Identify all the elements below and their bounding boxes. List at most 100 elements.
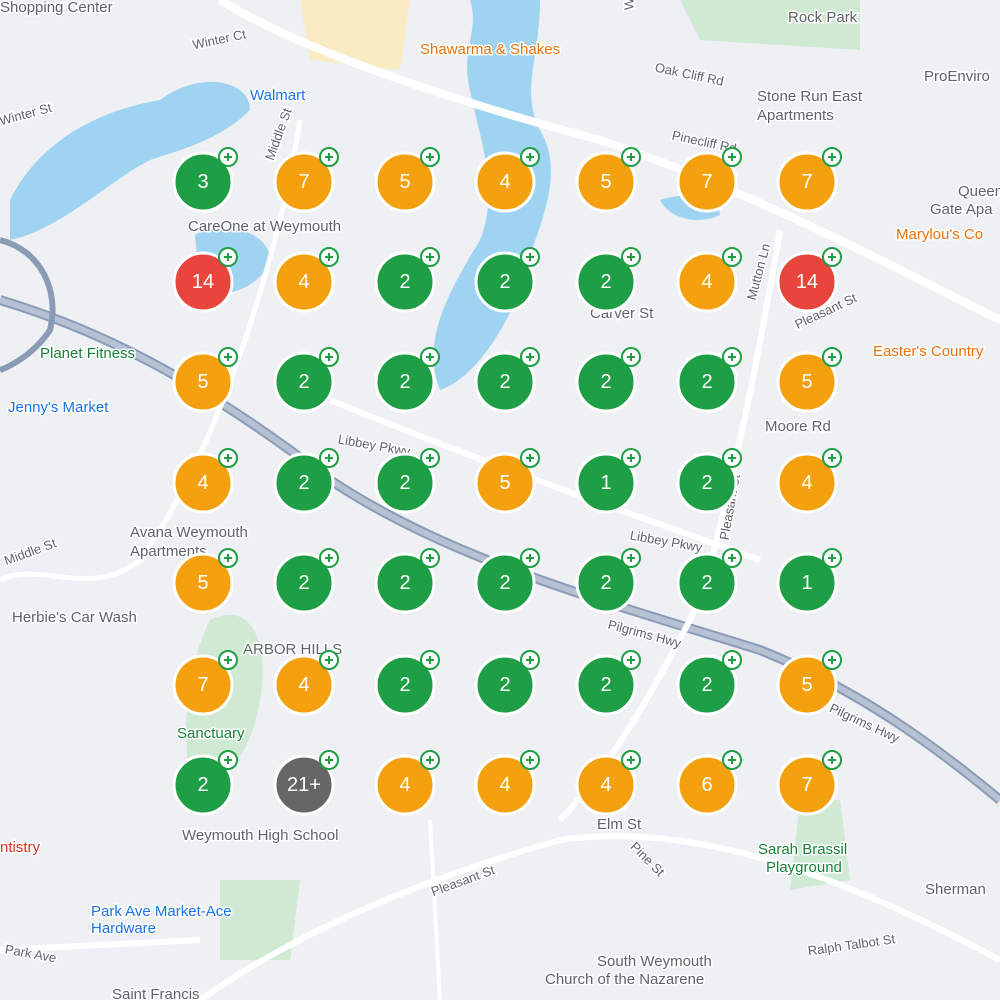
- cluster-marker[interactable]: 2: [575, 548, 641, 614]
- cluster-count: 5: [801, 371, 812, 393]
- map-label: Sherman: [925, 881, 986, 898]
- map-label: ntistry: [0, 839, 41, 856]
- cluster-badge-plus: [728, 153, 736, 161]
- cluster-marker[interactable]: 2: [374, 650, 440, 716]
- cluster-badge-plus: [728, 756, 736, 764]
- cluster-marker[interactable]: 7: [676, 147, 742, 213]
- cluster-circle: [474, 151, 536, 213]
- cluster-badge-plus: [728, 253, 736, 261]
- cluster-circle: [273, 654, 335, 716]
- cluster-badge-plus: [526, 153, 534, 161]
- map-label: Queen: [958, 183, 1000, 200]
- cluster-marker[interactable]: 7: [172, 650, 238, 716]
- cluster-marker[interactable]: 5: [474, 448, 540, 514]
- cluster-marker[interactable]: 2: [575, 247, 641, 313]
- cluster-count: 5: [197, 371, 208, 393]
- cluster-marker[interactable]: 3: [172, 147, 238, 213]
- cluster-marker[interactable]: 14: [172, 247, 238, 313]
- cluster-marker[interactable]: 4: [474, 147, 540, 213]
- cluster-marker[interactable]: 4: [676, 247, 742, 313]
- cluster-marker[interactable]: 4: [273, 247, 339, 313]
- cluster-badge-plus: [828, 454, 836, 462]
- map-label: Apartments: [757, 107, 834, 124]
- cluster-count: 2: [399, 572, 410, 594]
- cluster-count: 2: [499, 572, 510, 594]
- cluster-count: 2: [399, 472, 410, 494]
- cluster-badge-plus: [627, 454, 635, 462]
- cluster-marker[interactable]: 2: [575, 650, 641, 716]
- map-label: Stone Run East: [757, 88, 863, 105]
- cluster-marker[interactable]: 5: [172, 548, 238, 614]
- cluster-count: 7: [701, 171, 712, 193]
- cluster-badge-plus: [224, 756, 232, 764]
- cluster-count: 3: [197, 171, 208, 193]
- cluster-badge-plus: [828, 253, 836, 261]
- cluster-marker[interactable]: 2: [273, 548, 339, 614]
- cluster-circle: [776, 251, 838, 313]
- cluster-circle: [676, 251, 738, 313]
- cluster-count: 4: [298, 674, 309, 696]
- cluster-count: 2: [600, 674, 611, 696]
- cluster-circle: [776, 452, 838, 514]
- map-label: Hardware: [91, 920, 156, 937]
- cluster-marker[interactable]: 2: [676, 448, 742, 514]
- cluster-marker[interactable]: 5: [776, 347, 842, 413]
- cluster-marker[interactable]: 5: [776, 650, 842, 716]
- cluster-circle: [172, 351, 234, 413]
- cluster-count: 2: [399, 371, 410, 393]
- cluster-marker[interactable]: 2: [374, 247, 440, 313]
- cluster-marker[interactable]: 4: [273, 650, 339, 716]
- cluster-count: 2: [701, 572, 712, 594]
- cluster-marker[interactable]: 7: [776, 147, 842, 213]
- cluster-badge-plus: [526, 253, 534, 261]
- cluster-count: 4: [399, 774, 410, 796]
- cluster-marker[interactable]: 2: [575, 347, 641, 413]
- cluster-badge-plus: [526, 353, 534, 361]
- cluster-marker[interactable]: 2: [374, 347, 440, 413]
- cluster-marker[interactable]: 4: [776, 448, 842, 514]
- cluster-count: 2: [701, 674, 712, 696]
- cluster-marker[interactable]: 5: [172, 347, 238, 413]
- cluster-marker[interactable]: 4: [575, 750, 641, 816]
- cluster-marker[interactable]: 7: [273, 147, 339, 213]
- cluster-count: 5: [399, 171, 410, 193]
- cluster-marker[interactable]: 2: [474, 650, 540, 716]
- cluster-count: 2: [499, 271, 510, 293]
- cluster-marker[interactable]: 6: [676, 750, 742, 816]
- cluster-circle: [776, 151, 838, 213]
- cluster-marker[interactable]: 4: [374, 750, 440, 816]
- cluster-marker[interactable]: 1: [776, 548, 842, 614]
- cluster-marker[interactable]: 1: [575, 448, 641, 514]
- cluster-count: 5: [801, 674, 812, 696]
- cluster-badge-plus: [325, 454, 333, 462]
- cluster-marker[interactable]: 2: [474, 347, 540, 413]
- cluster-marker[interactable]: 4: [172, 448, 238, 514]
- cluster-count: 2: [298, 472, 309, 494]
- cluster-count: 7: [197, 674, 208, 696]
- map-label: Church of the Nazarene: [545, 971, 704, 988]
- cluster-marker[interactable]: 2: [374, 448, 440, 514]
- cluster-marker[interactable]: 5: [575, 147, 641, 213]
- cluster-marker[interactable]: 21+: [273, 750, 339, 816]
- cluster-marker[interactable]: 2: [172, 750, 238, 816]
- cluster-badge-plus: [325, 554, 333, 562]
- cluster-count: 7: [801, 774, 812, 796]
- cluster-marker[interactable]: 2: [474, 548, 540, 614]
- cluster-marker[interactable]: 2: [676, 650, 742, 716]
- cluster-marker[interactable]: 2: [273, 347, 339, 413]
- cluster-marker[interactable]: 2: [676, 347, 742, 413]
- cluster-marker[interactable]: 2: [273, 448, 339, 514]
- cluster-marker[interactable]: 2: [474, 247, 540, 313]
- cluster-circle: [474, 251, 536, 313]
- cluster-marker[interactable]: 2: [374, 548, 440, 614]
- cluster-circle: [676, 452, 738, 514]
- cluster-circle: [776, 754, 838, 816]
- cluster-marker[interactable]: 4: [474, 750, 540, 816]
- cluster-marker[interactable]: 2: [676, 548, 742, 614]
- cluster-marker[interactable]: 5: [374, 147, 440, 213]
- cluster-marker[interactable]: 7: [776, 750, 842, 816]
- cluster-marker[interactable]: 14: [776, 247, 842, 313]
- cluster-count: 1: [600, 472, 611, 494]
- cluster-count: 2: [399, 674, 410, 696]
- map-label: Moore Rd: [765, 418, 831, 435]
